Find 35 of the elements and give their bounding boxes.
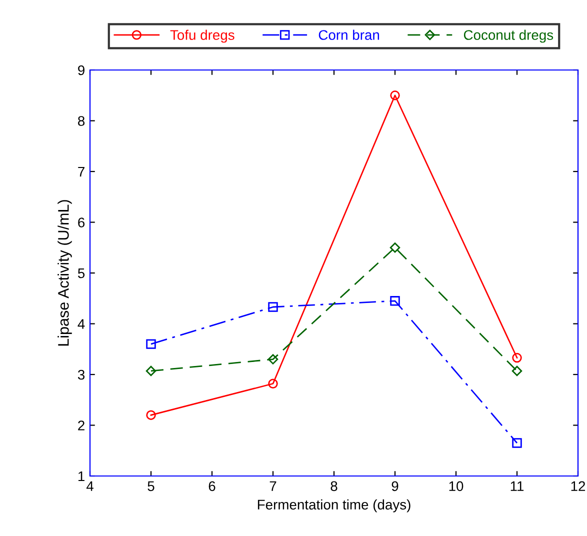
- point: [512, 366, 522, 376]
- x-tick-label: 8: [330, 481, 338, 492]
- point: [146, 366, 156, 376]
- y-tick-label: 8: [78, 116, 85, 126]
- y-tick-label: 5: [78, 268, 85, 278]
- x-tick-label: 9: [392, 481, 398, 492]
- point: [146, 339, 156, 349]
- x-tick-label: 7: [270, 481, 276, 491]
- point: [390, 90, 400, 100]
- y-tick-label: 9: [78, 65, 84, 76]
- y-tick-label: 2: [78, 420, 84, 430]
- legend-label: Tofu dregs: [170, 30, 234, 43]
- y-tick-label: 6: [78, 218, 85, 228]
- point: [268, 378, 278, 388]
- point: [268, 302, 278, 312]
- x-tick-label: 6: [208, 481, 216, 492]
- legend-label: Corn bran: [318, 30, 380, 40]
- y-tick-label: 3: [78, 370, 85, 380]
- x-tick-label: 12: [571, 481, 586, 491]
- x-tick-label: 4: [86, 481, 94, 491]
- point: [512, 352, 522, 363]
- point: [390, 242, 400, 253]
- y-tick-label: 4: [78, 319, 85, 329]
- x-axis-title: Fermentation time (days): [258, 499, 410, 512]
- y-tick-label: 1: [78, 471, 84, 482]
- y-tick-label: 7: [78, 166, 84, 177]
- legend-label: Coconut dregs: [464, 30, 554, 43]
- x-tick-label: 5: [148, 481, 154, 492]
- point: [390, 296, 400, 306]
- x-tick-label: 10: [449, 481, 464, 492]
- point: [146, 410, 156, 420]
- x-tick-label: 11: [510, 481, 524, 491]
- point: [268, 354, 278, 364]
- y-axis-title: Lipase Activity (U/mL): [58, 200, 72, 346]
- point: [512, 438, 522, 448]
